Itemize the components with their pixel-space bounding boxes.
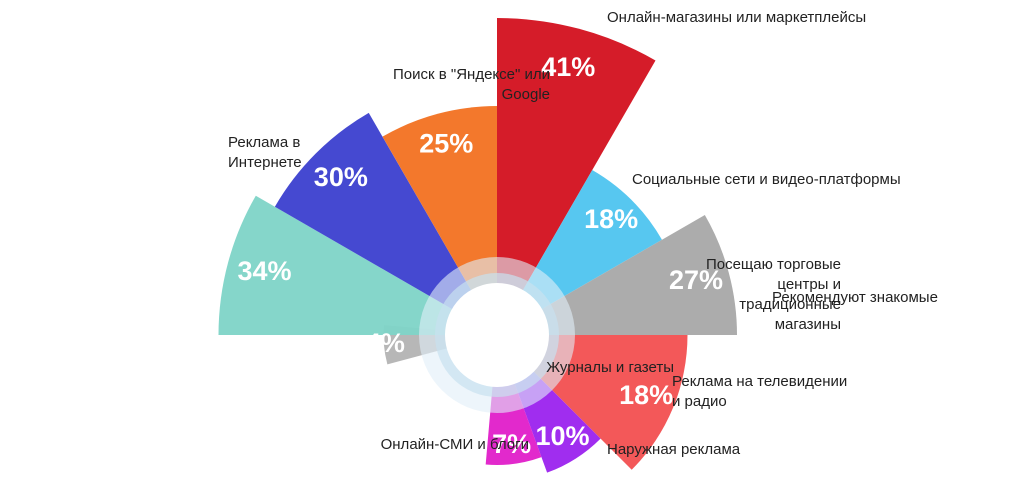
category-label: Наружная реклама <box>607 441 741 458</box>
wedge <box>497 18 656 335</box>
hole <box>445 283 549 387</box>
category-label: Онлайн-СМИ и блоги <box>380 436 529 453</box>
value-label: 18% <box>584 204 638 234</box>
value-label: 18% <box>619 380 673 410</box>
value-label: 10% <box>535 421 589 451</box>
category-label: Поиск в "Яндексе" или Google <box>393 66 550 103</box>
category-label: Онлайн-магазины или маркетплейсы <box>607 9 867 26</box>
value-label: 4% <box>366 328 405 358</box>
category-label: Журналы и газеты <box>546 359 674 376</box>
value-label: 41% <box>541 52 595 82</box>
value-label: 25% <box>419 129 473 159</box>
value-label: 7% <box>492 429 531 459</box>
category-label: Посещаю торговые центры и традиционные м… <box>705 256 841 333</box>
category-label: Реклама на телевидении и радио <box>672 373 848 410</box>
wedge <box>274 112 497 335</box>
category-label: Реклама в Интернете <box>228 134 302 171</box>
value-label: 27% <box>669 265 723 295</box>
value-label: 30% <box>314 162 368 192</box>
category-label: Рекомендуют знакомые <box>772 289 938 306</box>
value-label: 34% <box>238 256 292 286</box>
category-label: Социальные сети и видео-платформы <box>632 171 901 188</box>
